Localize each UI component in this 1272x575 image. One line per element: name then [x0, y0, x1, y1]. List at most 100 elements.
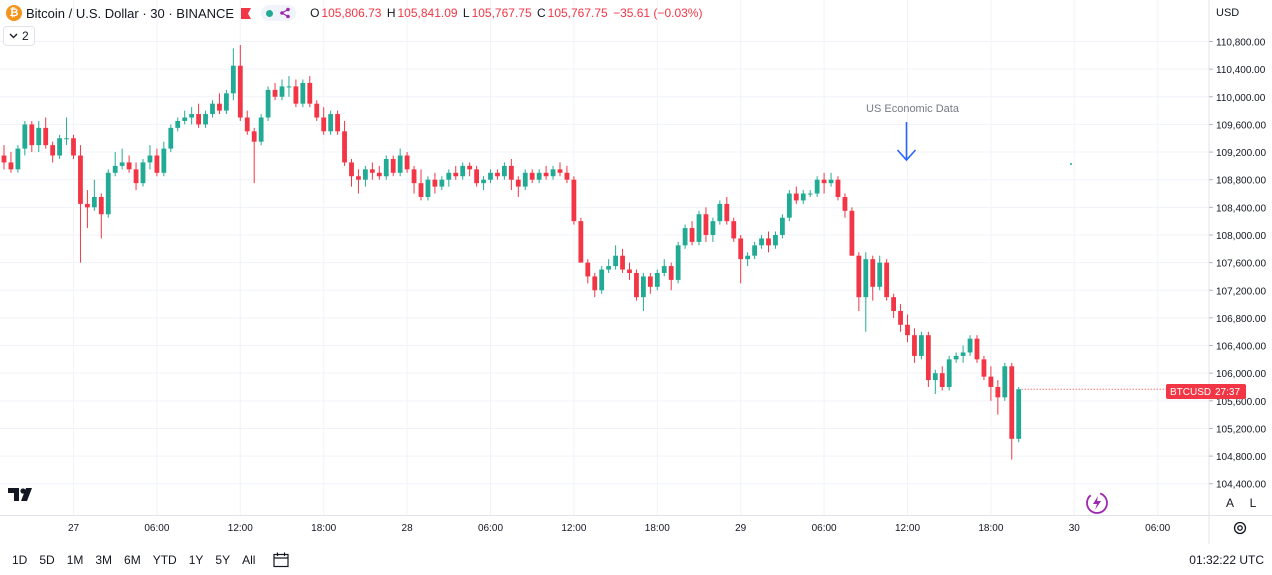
tradingview-logo-icon[interactable] — [8, 486, 38, 502]
bitcoin-logo-icon: ₿ — [6, 5, 22, 21]
candle-body — [203, 114, 208, 125]
range-1d-button[interactable]: 1D — [12, 552, 28, 567]
candle-body — [279, 86, 285, 97]
candle — [133, 162, 139, 191]
candle-body — [425, 179, 431, 197]
candle-body — [147, 155, 153, 163]
range-6m-button[interactable]: 6M — [124, 552, 141, 567]
candle — [814, 176, 820, 197]
range-5y-button[interactable]: 5Y — [215, 552, 231, 567]
time-scale[interactable]: 27 06:00 12:00 18:00 28 06:00 12:00 18:00 29 06:0… — [68, 523, 1171, 534]
candle — [745, 252, 751, 267]
candle-body — [342, 131, 347, 163]
candle-body — [939, 373, 945, 387]
currency-label: USD — [1216, 6, 1240, 19]
candle-body — [780, 217, 785, 235]
candle-body — [682, 228, 688, 246]
log-scale-button[interactable]: L — [1249, 496, 1257, 510]
candle — [349, 158, 354, 187]
candle — [64, 117, 69, 146]
range-1y-button[interactable]: 1Y — [188, 552, 204, 567]
auto-scale-button[interactable]: A — [1225, 496, 1234, 510]
candle — [967, 335, 973, 356]
settings-gear-icon[interactable] — [1232, 520, 1248, 536]
utc-clock[interactable]: 01:32:22 UTC — [1189, 552, 1264, 567]
candle-body — [529, 172, 535, 180]
candle — [634, 269, 639, 301]
candle — [161, 141, 167, 177]
candle-body — [29, 124, 35, 146]
candle — [675, 241, 681, 284]
range-5d-button[interactable]: 5D — [39, 552, 55, 567]
candle-body — [105, 172, 111, 215]
candle-body — [585, 262, 591, 277]
range-all-button[interactable]: All — [242, 552, 256, 567]
candle — [578, 217, 584, 263]
candle — [571, 176, 577, 225]
candle-body — [828, 179, 834, 184]
candle-body — [536, 172, 542, 180]
x-tick-label: 12:00 — [895, 523, 920, 534]
y-tick-label: 106,000.00 — [1216, 369, 1266, 380]
stray-dot — [1070, 163, 1072, 165]
candle — [974, 335, 980, 363]
candle — [856, 252, 862, 311]
x-tick-label: 27 — [68, 523, 80, 534]
annotation-layer: US Economic Data — [866, 103, 960, 162]
candle-body — [919, 335, 924, 356]
candle-body — [703, 214, 709, 235]
candle — [793, 186, 799, 204]
candle — [807, 190, 813, 197]
candle-body — [495, 172, 500, 177]
candle-body — [905, 324, 910, 336]
candle — [460, 162, 466, 180]
candle-body — [925, 335, 931, 381]
candle-body — [175, 120, 181, 128]
candle — [543, 165, 549, 180]
candle-body — [578, 221, 584, 263]
candle-body — [22, 124, 28, 149]
range-1m-button[interactable]: 1M — [66, 552, 84, 567]
indicators-toggle-button[interactable]: 2 — [3, 26, 35, 46]
candle-body — [300, 82, 306, 104]
candle — [439, 176, 445, 191]
candle-body — [752, 245, 757, 256]
price-chart[interactable]: US Economic Data 104,400.00 104,800.00 105… — [0, 0, 1272, 544]
candle-body — [78, 155, 83, 204]
candle-body — [390, 158, 396, 173]
candle-body — [634, 272, 639, 298]
candle — [363, 165, 368, 187]
candle-body — [133, 169, 139, 184]
currency-selector[interactable]: USD — [1212, 4, 1258, 21]
candle — [168, 124, 174, 153]
candle — [425, 176, 431, 201]
candle — [474, 165, 479, 187]
candle-body — [654, 272, 660, 287]
candle-body — [210, 103, 215, 115]
flag-icon[interactable] — [241, 7, 252, 19]
symbol-title[interactable]: Bitcoin / U.S. Dollar · 30 · BINANCE — [26, 5, 235, 21]
candle-body — [912, 335, 917, 356]
candle-body — [974, 338, 980, 360]
candle — [689, 221, 695, 246]
candles-layer — [1, 44, 1208, 460]
candle — [508, 158, 514, 191]
candle — [564, 165, 570, 184]
range-3m-button[interactable]: 3M — [95, 552, 113, 567]
candle-body — [571, 179, 577, 222]
x-tick-label: 18:00 — [645, 523, 670, 534]
candle-body — [745, 255, 751, 260]
candle-body — [773, 234, 778, 246]
candle-body — [675, 245, 681, 280]
candle-body — [57, 138, 62, 156]
candle — [647, 272, 653, 294]
candle — [189, 107, 195, 125]
y-tick-label: 107,600.00 — [1216, 259, 1266, 270]
range-ytd-button[interactable]: YTD — [152, 552, 177, 567]
status-pill[interactable] — [261, 5, 297, 21]
calendar-goto-icon[interactable] — [273, 552, 291, 568]
price-scale[interactable]: 104,400.00 104,800.00 105,200.00 105,600.00… — [1209, 38, 1266, 491]
rocket-icon[interactable] — [1085, 491, 1109, 515]
candle-body — [64, 138, 69, 140]
candle — [821, 172, 827, 194]
